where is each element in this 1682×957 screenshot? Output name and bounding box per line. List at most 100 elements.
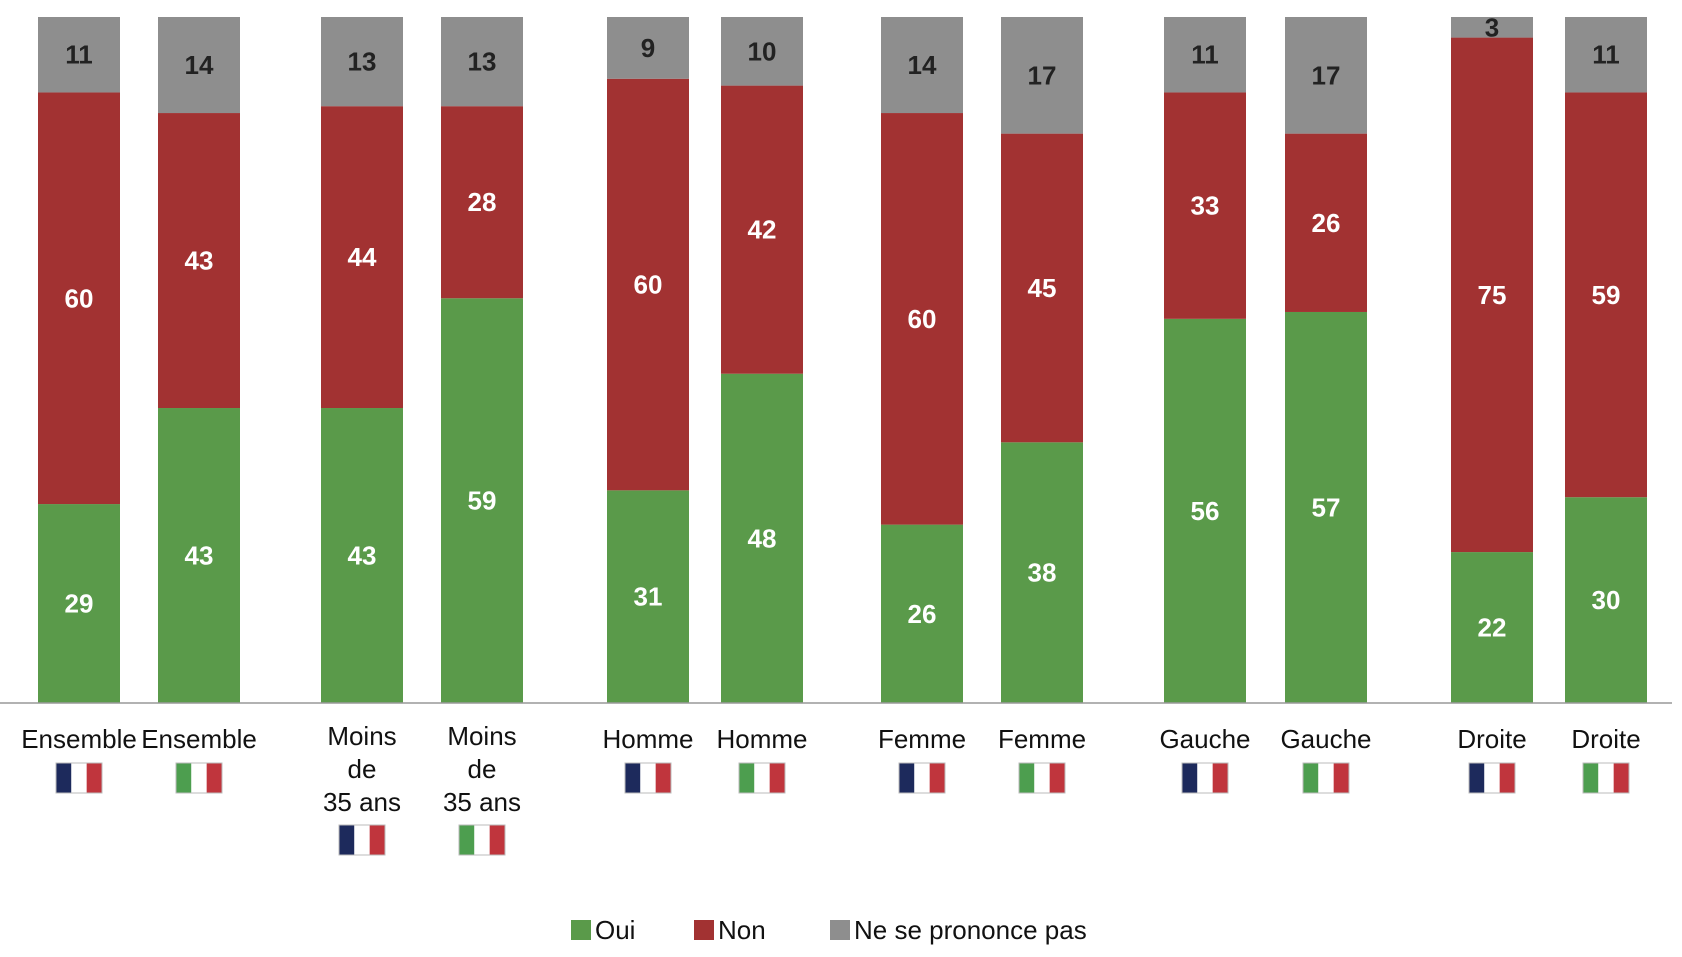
bar-non: [607, 78, 689, 491]
bar-ne-se-prononce-pas: [1451, 17, 1533, 38]
bar-oui: [881, 524, 963, 703]
data-label: 28: [468, 187, 497, 217]
flag-stripe: [339, 825, 355, 855]
bar-ne-se-prononce-pas: [321, 17, 403, 107]
flag-stripe: [640, 763, 656, 793]
data-label: 11: [65, 40, 93, 70]
bar-non: [1451, 37, 1533, 553]
flag-stripe: [1303, 763, 1319, 793]
bar-oui: [1565, 497, 1647, 703]
legend-swatch: [571, 920, 591, 940]
flag-stripe: [754, 763, 770, 793]
bar-ne-se-prononce-pas: [607, 17, 689, 79]
flag-stripe: [929, 763, 945, 793]
flag-stripe: [1212, 763, 1228, 793]
data-label: 17: [1028, 60, 1057, 90]
flag-stripe: [1333, 763, 1349, 793]
category-label: Homme: [716, 724, 807, 754]
france-flag-icon: [1181, 762, 1229, 794]
flag-border: [898, 762, 946, 794]
data-label: 43: [348, 541, 377, 571]
data-label: 59: [1592, 280, 1621, 310]
data-label: 43: [185, 246, 214, 276]
category-label: 35 ans: [443, 787, 521, 817]
flag-stripe: [1484, 763, 1500, 793]
bar-non: [1164, 92, 1246, 319]
flag-stripe: [191, 763, 207, 793]
france-flag-icon: [55, 762, 103, 794]
flag-border: [1468, 762, 1516, 794]
bar-oui: [1285, 311, 1367, 703]
data-label: 56: [1191, 496, 1220, 526]
flag-stripe: [655, 763, 671, 793]
france-flag-icon: [338, 824, 386, 856]
bar-ne-se-prononce-pas: [1164, 17, 1246, 93]
legend-label: Non: [718, 915, 766, 945]
legend-swatch: [694, 920, 714, 940]
bar-ne-se-prononce-pas: [158, 17, 240, 114]
flag-stripe: [1318, 763, 1334, 793]
flag-stripe: [1613, 763, 1629, 793]
category-label: 35 ans: [323, 787, 401, 817]
data-label: 30: [1592, 585, 1621, 615]
category-label: Gauche: [1159, 724, 1250, 754]
category-label: Moins: [447, 721, 516, 751]
bar-ne-se-prononce-pas: [1001, 17, 1083, 134]
bar-ne-se-prononce-pas: [881, 17, 963, 114]
bar-oui: [321, 408, 403, 703]
flag-border: [175, 762, 223, 794]
data-label: 60: [908, 304, 937, 334]
data-label: 44: [348, 242, 377, 272]
bar-non: [158, 113, 240, 409]
flag-border: [1018, 762, 1066, 794]
italy-flag-icon: [1302, 762, 1350, 794]
data-label: 11: [1592, 40, 1620, 70]
flag-stripe: [86, 763, 102, 793]
flag-border: [55, 762, 103, 794]
flag-stripe: [899, 763, 915, 793]
france-flag-icon: [1468, 762, 1516, 794]
bar-non: [881, 113, 963, 525]
flag-stripe: [914, 763, 930, 793]
flag-stripe: [1583, 763, 1599, 793]
bar-ne-se-prononce-pas: [1285, 17, 1367, 134]
data-label: 3: [1485, 12, 1499, 42]
flag-stripe: [1197, 763, 1213, 793]
flag-border: [624, 762, 672, 794]
data-label: 31: [634, 582, 663, 612]
data-label: 42: [748, 215, 777, 245]
category-label: Ensemble: [141, 724, 257, 754]
category-label: Moins: [327, 721, 396, 751]
bar-oui: [158, 408, 240, 703]
italy-flag-icon: [175, 762, 223, 794]
bar-oui: [1451, 552, 1533, 703]
bar-non: [38, 92, 120, 505]
data-label: 48: [748, 523, 777, 553]
data-label: 29: [65, 589, 94, 619]
flag-stripe: [1598, 763, 1614, 793]
data-label: 14: [185, 50, 214, 80]
data-label: 17: [1312, 60, 1341, 90]
data-label: 14: [908, 50, 937, 80]
bar-oui: [1164, 318, 1246, 703]
data-label: 33: [1191, 191, 1220, 221]
flag-stripe: [1034, 763, 1050, 793]
category-label: de: [468, 754, 497, 784]
flag-border: [338, 824, 386, 856]
data-label: 10: [748, 36, 777, 66]
flag-stripe: [71, 763, 87, 793]
flag-stripe: [474, 825, 490, 855]
flag-stripe: [1469, 763, 1485, 793]
flag-border: [1181, 762, 1229, 794]
data-label: 26: [908, 599, 937, 629]
bar-non: [321, 106, 403, 409]
category-label: Femme: [878, 724, 966, 754]
category-label: Femme: [998, 724, 1086, 754]
data-label: 22: [1478, 613, 1507, 643]
flag-stripe: [56, 763, 72, 793]
bar-ne-se-prononce-pas: [721, 17, 803, 86]
legend-label: Ne se prononce pas: [854, 915, 1087, 945]
flag-stripe: [1019, 763, 1035, 793]
